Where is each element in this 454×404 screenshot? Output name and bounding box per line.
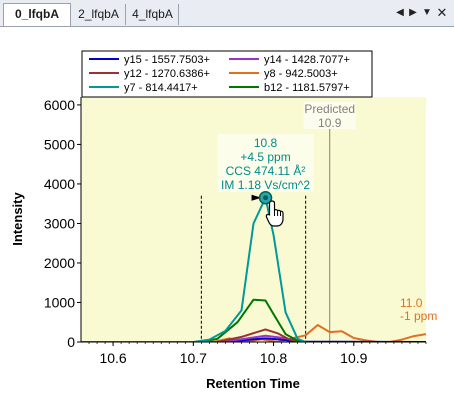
- y-tick-label: 1000: [44, 294, 75, 310]
- series-line-y12[interactable]: [81, 328, 306, 342]
- tab-0-lfqba[interactable]: 0_lfqbA: [3, 3, 71, 26]
- peak-label-line: 10.8: [254, 136, 278, 150]
- legend: y15 - 1557.7503+ y14 - 1428.7077+ y12 - 12…: [81, 50, 373, 98]
- y-axis-title: Intensity: [10, 192, 25, 246]
- legend-label: y15 - 1557.7503+: [124, 54, 210, 66]
- series-line-y7[interactable]: [81, 196, 307, 342]
- peak-label-line: +4.5 ppm: [240, 150, 290, 164]
- legend-label: y8 - 942.5003+: [264, 68, 338, 80]
- peak-marker-center: [263, 195, 269, 201]
- predicted-label: Predicted: [304, 102, 355, 116]
- y-tick-label: 6000: [44, 97, 75, 113]
- hand-pointer-icon: [265, 200, 284, 227]
- secondary-peak-label: 11.0: [400, 296, 423, 310]
- x-axis-title: Retention Time: [206, 376, 300, 391]
- chromatogram-chart[interactable]: y15 - 1557.7503+ y14 - 1428.7077+ y12 - 12…: [0, 27, 454, 404]
- y-tick-label: 0: [67, 334, 75, 350]
- legend-label: y7 - 814.4417+: [124, 82, 198, 94]
- y-tick-label: 2000: [44, 255, 75, 271]
- plot-area: [81, 97, 426, 342]
- peak-arrow-icon: [251, 194, 262, 201]
- tab-2-lfqba[interactable]: 2_lfqbA: [72, 4, 126, 25]
- predicted-label-box: [303, 102, 356, 129]
- x-tick-label: 10.6: [99, 350, 126, 366]
- triangle-left-icon[interactable]: ◀: [396, 7, 404, 18]
- chevron-down-icon[interactable]: ▼: [422, 7, 432, 18]
- secondary-peak-label: -1 ppm: [400, 309, 437, 323]
- y-tick-label: 4000: [44, 176, 75, 192]
- predicted-value: 10.9: [318, 116, 342, 130]
- peak-label-line: CCS 474.11 Å²: [226, 163, 306, 178]
- close-icon[interactable]: ✕: [436, 5, 448, 20]
- x-tick-label: 10.8: [260, 350, 287, 366]
- peak-label-box: [217, 134, 314, 192]
- x-tick-label: 10.9: [340, 350, 367, 366]
- x-tick-label: 10.7: [180, 350, 207, 366]
- legend-label: y12 - 1270.6386+: [124, 68, 210, 80]
- chromatogram-pane: y15 - 1557.7503+ y14 - 1428.7077+ y12 - 12…: [0, 27, 454, 404]
- triangle-right-icon[interactable]: ▶: [409, 7, 417, 18]
- tab-4-lfqba[interactable]: 4_lfqbA: [127, 4, 179, 25]
- document-tab-strip: 0_lfqbA 2_lfqbA 4_lfqbA ◀ ▶ ▼ ✕: [0, 0, 454, 27]
- y-tick-label: 5000: [44, 136, 75, 152]
- y-tick-label: 3000: [44, 215, 75, 231]
- legend-label: y14 - 1428.7077+: [264, 54, 350, 66]
- legend-label: b12 - 1181.5797+: [264, 82, 350, 94]
- peak-label-line: IM 1.18 Vs/cm^2: [221, 178, 310, 192]
